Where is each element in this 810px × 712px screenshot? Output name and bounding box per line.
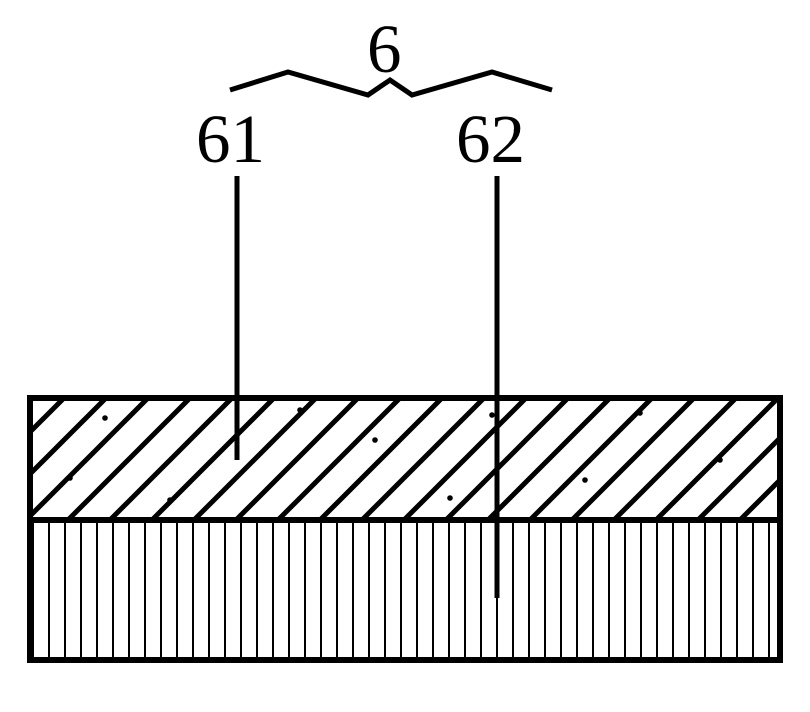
layer-62 [30, 520, 780, 660]
diagram-svg [0, 0, 810, 712]
layer-61 [30, 398, 780, 520]
brace-connector [230, 72, 552, 95]
diagram-canvas: 6 61 62 [0, 0, 810, 712]
